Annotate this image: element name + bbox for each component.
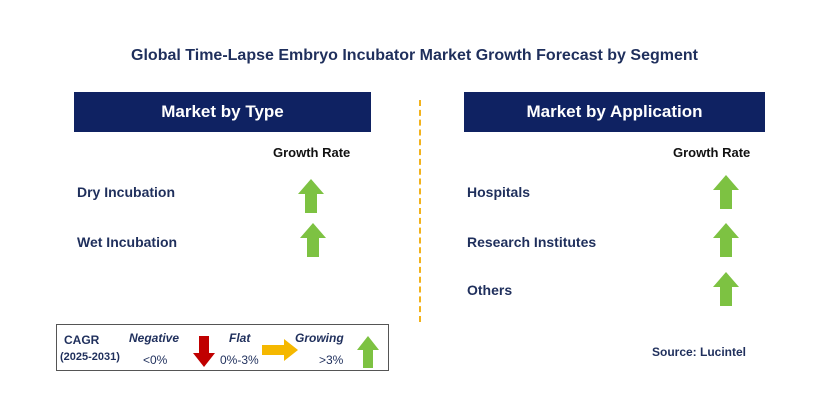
red-down-arrow-icon [193, 336, 215, 367]
type-panel-header-label: Market by Type [161, 102, 284, 121]
type-growth-rate-label: Growth Rate [273, 145, 351, 160]
panel-divider [419, 100, 421, 322]
legend-negative-label: Negative [129, 331, 180, 345]
cagr-legend: CAGR (2025-2031) Negative <0% Flat 0%-3%… [56, 324, 389, 371]
green-up-arrow-icon [713, 175, 739, 209]
legend-cagr-label: CAGR [64, 333, 100, 347]
green-up-arrow-icon [713, 223, 739, 257]
legend-period-label: (2025-2031) [60, 351, 120, 363]
application-row-others: Others [467, 282, 513, 298]
legend-negative-range: <0% [143, 353, 168, 367]
application-panel-header: Market by Application [464, 92, 765, 132]
yellow-right-arrow-icon [262, 339, 298, 361]
legend-flat-label: Flat [229, 331, 251, 345]
legend-flat-range: 0%-3% [220, 353, 259, 367]
green-up-arrow-icon [298, 179, 324, 213]
application-row-research-institutes: Research Institutes [467, 234, 597, 250]
green-up-arrow-icon [300, 223, 326, 257]
source-label: Source: Lucintel [652, 345, 747, 359]
green-up-arrow-icon [357, 336, 379, 368]
application-row-hospitals: Hospitals [467, 184, 531, 200]
application-growth-rate-label: Growth Rate [673, 145, 751, 160]
type-panel-header: Market by Type [74, 92, 371, 132]
green-up-arrow-icon [713, 272, 739, 306]
type-row-dry-incubation: Dry Incubation [77, 184, 176, 200]
type-row-wet-incubation: Wet Incubation [77, 234, 178, 250]
page-title: Global Time-Lapse Embryo Incubator Marke… [131, 47, 698, 64]
legend-growing-label: Growing [295, 331, 344, 345]
application-panel-header-label: Market by Application [526, 102, 703, 121]
legend-growing-range: >3% [319, 353, 344, 367]
